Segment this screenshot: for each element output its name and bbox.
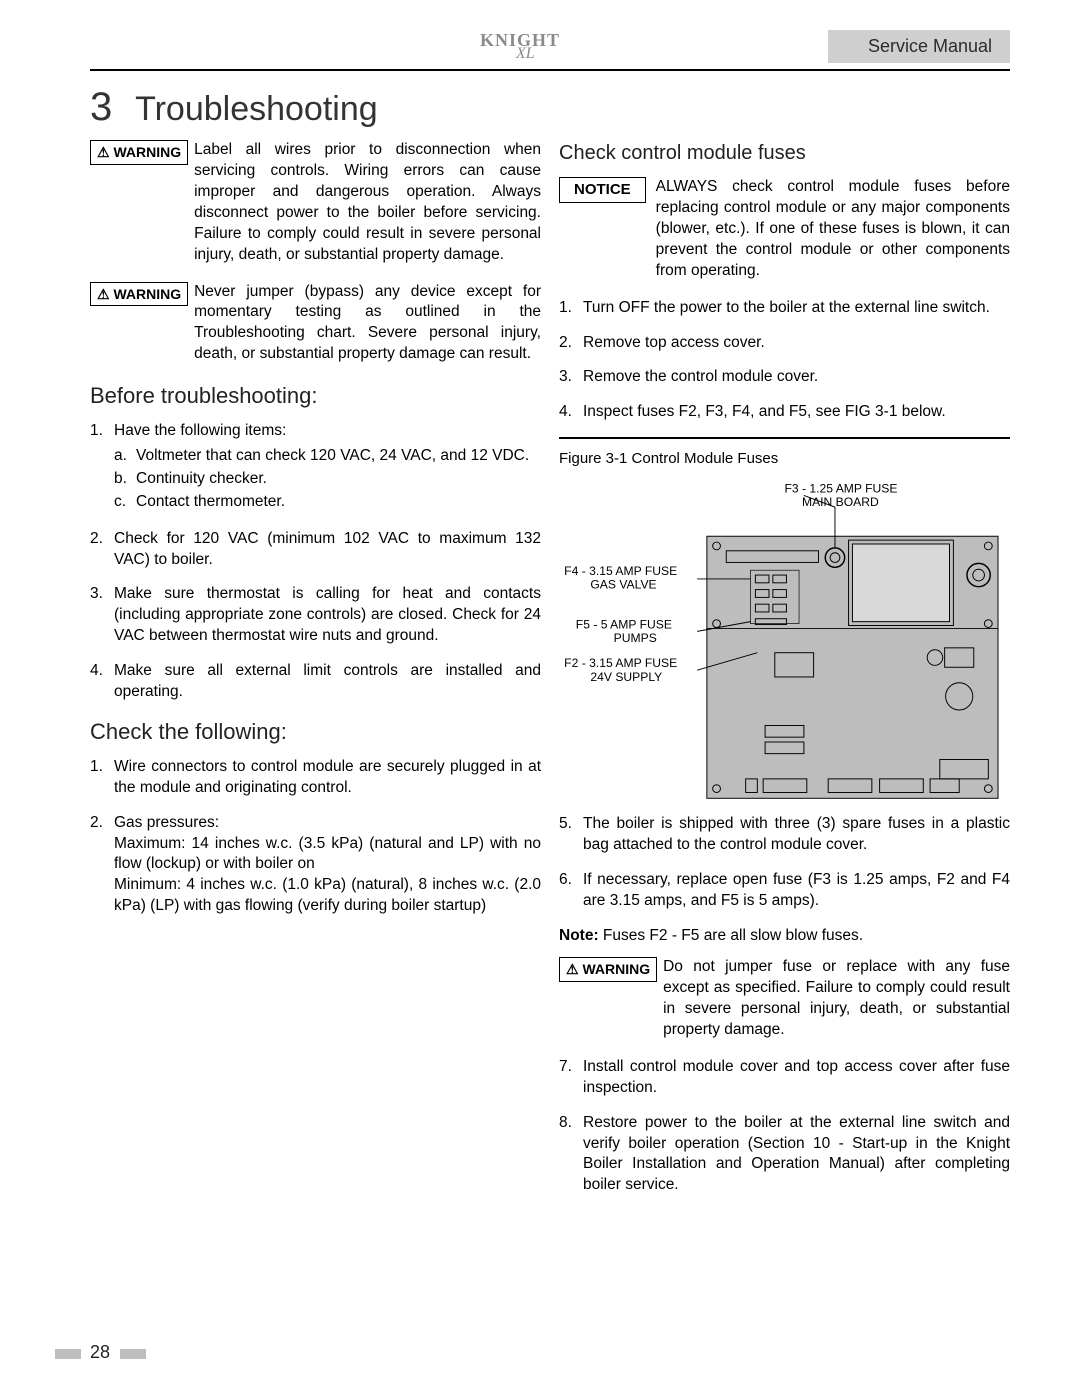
s1: Turn OFF the power to the boiler at the … [583, 298, 1010, 319]
bt4: Make sure all external limit controls ar… [114, 661, 541, 703]
list-number: 3. [90, 584, 114, 647]
chapter-number: 3 [90, 85, 112, 129]
chapter-text: Troubleshooting [135, 90, 378, 128]
list-number: 4. [90, 661, 114, 703]
list-item: 3.Remove the control module cover. [559, 367, 1010, 388]
warning-1-text: Label all wires prior to disconnection w… [194, 140, 541, 266]
warning-3-text: Do not jumper fuse or replace with any f… [663, 957, 1010, 1041]
list-number: 5. [559, 814, 583, 856]
list-number: 2. [90, 529, 114, 571]
f2-label-a: F2 - 3.15 AMP FUSE [564, 656, 677, 670]
sub-letter: c. [114, 492, 136, 513]
s6: If necessary, replace open fuse (F3 is 1… [583, 870, 1010, 912]
list-number: 1. [90, 421, 114, 515]
left-column: ⚠ WARNING Label all wires prior to disco… [90, 140, 541, 1210]
sublist: a.Voltmeter that can check 120 VAC, 24 V… [114, 446, 541, 513]
steps-list-c: 7.Install control module cover and top a… [559, 1057, 1010, 1197]
check-heading: Check the following: [90, 717, 541, 747]
bt1b: Continuity checker. [136, 469, 267, 490]
f5-label-a: F5 - 5 AMP FUSE [576, 617, 672, 631]
s7: Install control module cover and top acc… [583, 1057, 1010, 1099]
sub-letter: a. [114, 446, 136, 467]
list-item: 6.If necessary, replace open fuse (F3 is… [559, 870, 1010, 912]
f4-label-a: F4 - 3.15 AMP FUSE [564, 564, 677, 578]
list-item: 2. Gas pressures: Maximum: 14 inches w.c… [90, 813, 541, 918]
s2: Remove top access cover. [583, 333, 1010, 354]
list-item: 7.Install control module cover and top a… [559, 1057, 1010, 1099]
list-item: 1.Turn OFF the power to the boiler at th… [559, 298, 1010, 319]
page-bar-left [55, 1349, 81, 1359]
list-item: 5.The boiler is shipped with three (3) s… [559, 814, 1010, 856]
page-bar-right [120, 1349, 146, 1359]
header-bar: KNIGHT XL Service Manual [90, 30, 1010, 63]
f3-label-b: MAIN BOARD [802, 495, 879, 509]
page-number: 28 [90, 1342, 110, 1363]
f5-label-b: PUMPS [614, 631, 657, 645]
f4-label-b: GAS VALVE [590, 577, 656, 591]
list-item: 4.Make sure all external limit controls … [90, 661, 541, 703]
cf2b: Minimum: 4 inches w.c. (1.0 kPa) (natura… [114, 876, 541, 914]
warning-1: ⚠ WARNING Label all wires prior to disco… [90, 140, 541, 266]
list-number: 3. [559, 367, 583, 388]
bt1c: Contact thermometer. [136, 492, 285, 513]
bt1-intro: Have the following items: [114, 422, 286, 439]
s5: The boiler is shipped with three (3) spa… [583, 814, 1010, 856]
warning-3: ⚠ WARNING Do not jumper fuse or replace … [559, 957, 1010, 1041]
list-number: 8. [559, 1113, 583, 1197]
list-item: 2.Remove top access cover. [559, 333, 1010, 354]
list-number: 6. [559, 870, 583, 912]
bt1a: Voltmeter that can check 120 VAC, 24 VAC… [136, 446, 529, 467]
check-list: 1.Wire connectors to control module are … [90, 757, 541, 917]
s8: Restore power to the boiler at the exter… [583, 1113, 1010, 1197]
list-number: 1. [90, 757, 114, 799]
notice-text: ALWAYS check control module fuses before… [656, 177, 1010, 282]
cf1: Wire connectors to control module are se… [114, 757, 541, 799]
control-module-figure: F3 - 1.25 AMP FUSE MAIN BOARD F4 - 3.15 … [559, 478, 1010, 808]
note-line: Note: Fuses F2 - F5 are all slow blow fu… [559, 926, 1010, 947]
note-text: Fuses F2 - F5 are all slow blow fuses. [599, 927, 863, 944]
figure-rule [559, 437, 1010, 439]
list-item: 2.Check for 120 VAC (minimum 102 VAC to … [90, 529, 541, 571]
warning-2: ⚠ WARNING Never jumper (bypass) any devi… [90, 282, 541, 366]
service-manual-label: Service Manual [828, 30, 1010, 63]
notice-block: NOTICE ALWAYS check control module fuses… [559, 177, 1010, 282]
list-number: 1. [559, 298, 583, 319]
f3-label-a: F3 - 1.25 AMP FUSE [785, 481, 898, 495]
list-item: 1. Have the following items: a.Voltmeter… [90, 421, 541, 515]
bt2: Check for 120 VAC (minimum 102 VAC to ma… [114, 529, 541, 571]
before-heading: Before troubleshooting: [90, 381, 541, 411]
note-label: Note: [559, 927, 599, 944]
before-list: 1. Have the following items: a.Voltmeter… [90, 421, 541, 703]
warning-badge: ⚠ WARNING [559, 957, 657, 982]
s3: Remove the control module cover. [583, 367, 1010, 388]
s4: Inspect fuses F2, F3, F4, and F5, see FI… [583, 402, 1010, 423]
steps-list-a: 1.Turn OFF the power to the boiler at th… [559, 298, 1010, 424]
warning-badge: ⚠ WARNING [90, 282, 188, 307]
cf2-intro: Gas pressures: [114, 814, 219, 831]
f2-label-b: 24V SUPPLY [590, 669, 662, 683]
list-item: 3.Make sure thermostat is calling for he… [90, 584, 541, 647]
logo: KNIGHT XL [480, 30, 560, 63]
cf2a: Maximum: 14 inches w.c. (3.5 kPa) (natur… [114, 835, 541, 873]
list-item: 8.Restore power to the boiler at the ext… [559, 1113, 1010, 1197]
warning-badge: ⚠ WARNING [90, 140, 188, 165]
right-column: Check control module fuses NOTICE ALWAYS… [559, 140, 1010, 1210]
ccmf-heading: Check control module fuses [559, 140, 1010, 167]
list-item: 1.Wire connectors to control module are … [90, 757, 541, 799]
bt3: Make sure thermostat is calling for heat… [114, 584, 541, 647]
list-number: 2. [90, 813, 114, 918]
warning-2-text: Never jumper (bypass) any device except … [194, 282, 541, 366]
figure-caption: Figure 3-1 Control Module Fuses [559, 449, 1010, 469]
notice-badge: NOTICE [559, 177, 646, 203]
list-item: 4.Inspect fuses F2, F3, F4, and F5, see … [559, 402, 1010, 423]
list-number: 2. [559, 333, 583, 354]
chapter-title: 3 Troubleshooting [90, 85, 1010, 130]
list-number: 7. [559, 1057, 583, 1099]
header-rule [90, 69, 1010, 71]
list-number: 4. [559, 402, 583, 423]
steps-list-b: 5.The boiler is shipped with three (3) s… [559, 814, 1010, 912]
sub-letter: b. [114, 469, 136, 490]
